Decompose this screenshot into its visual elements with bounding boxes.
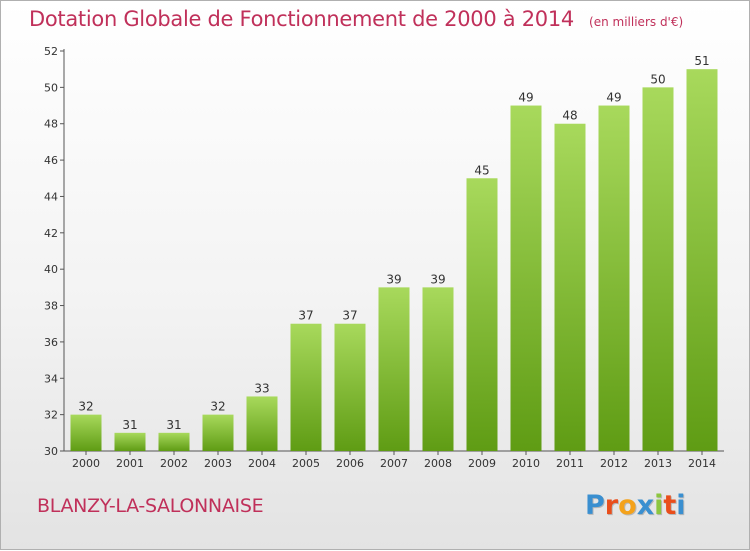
logo-letter: P (585, 490, 605, 521)
x-tick-label: 2013 (644, 457, 672, 470)
y-tick-label: 52 (44, 45, 58, 58)
bar (334, 323, 366, 451)
data-label: 31 (122, 418, 137, 432)
x-tick-label: 2005 (292, 457, 320, 470)
x-tick-label: 2008 (424, 457, 452, 470)
proxiti-logo[interactable]: Proxiti (585, 490, 686, 521)
bar (158, 432, 190, 451)
y-tick-label: 44 (44, 190, 58, 203)
chart-subtitle: (en milliers d'€) (589, 15, 684, 29)
bar (466, 178, 498, 452)
bar (70, 414, 102, 451)
y-tick-label: 42 (44, 227, 58, 240)
bar (686, 69, 718, 451)
x-tick-label: 2011 (556, 457, 584, 470)
x-tick-label: 2002 (160, 457, 188, 470)
data-label: 33 (254, 381, 269, 395)
bar (642, 87, 674, 451)
logo-letter: x (636, 490, 655, 521)
data-label: 48 (562, 109, 577, 123)
bar (114, 432, 146, 451)
data-label: 49 (518, 91, 533, 105)
y-tick-label: 40 (44, 263, 58, 276)
x-tick-label: 2009 (468, 457, 496, 470)
chart-title: Dotation Globale de Fonctionnement de 20… (29, 7, 574, 31)
logo-letter: r (604, 490, 619, 521)
data-label: 31 (166, 418, 181, 432)
data-label: 45 (474, 163, 489, 177)
data-label: 50 (650, 72, 665, 86)
y-tick-label: 38 (44, 300, 58, 313)
data-label: 49 (606, 91, 621, 105)
x-tick-label: 2001 (116, 457, 144, 470)
x-tick-label: 2006 (336, 457, 364, 470)
bar (378, 287, 410, 451)
data-label: 37 (298, 309, 313, 323)
x-tick-label: 2010 (512, 457, 540, 470)
data-label: 37 (342, 309, 357, 323)
y-tick-label: 30 (44, 445, 58, 458)
data-label: 39 (386, 272, 401, 286)
x-tick-label: 2014 (688, 457, 716, 470)
x-tick-label: 2007 (380, 457, 408, 470)
bar (510, 105, 542, 451)
x-tick-label: 2004 (248, 457, 276, 470)
x-tick-label: 2000 (72, 457, 100, 470)
y-tick-label: 34 (44, 372, 58, 385)
data-label: 32 (78, 400, 93, 414)
data-label: 32 (210, 400, 225, 414)
logo-letter: i (654, 490, 664, 521)
x-tick-label: 2012 (600, 457, 628, 470)
y-tick-label: 48 (44, 118, 58, 131)
bar (598, 105, 630, 451)
data-label: 51 (694, 54, 709, 68)
logo-letter: t (663, 490, 677, 521)
y-tick-label: 50 (44, 81, 58, 94)
logo-letter: i (676, 490, 686, 521)
y-tick-label: 36 (44, 336, 58, 349)
bar (554, 123, 586, 452)
y-tick-label: 46 (44, 154, 58, 167)
bar (202, 414, 234, 451)
commune-name: BLANZY-LA-SALONNAISE (37, 495, 264, 517)
y-tick-label: 32 (44, 409, 58, 422)
x-tick-label: 2003 (204, 457, 232, 470)
data-label: 39 (430, 272, 445, 286)
chart-title-block: Dotation Globale de Fonctionnement de 20… (29, 7, 683, 31)
bar (246, 396, 278, 451)
bar (290, 323, 322, 451)
bar (422, 287, 454, 451)
logo-letter: o (618, 490, 637, 521)
